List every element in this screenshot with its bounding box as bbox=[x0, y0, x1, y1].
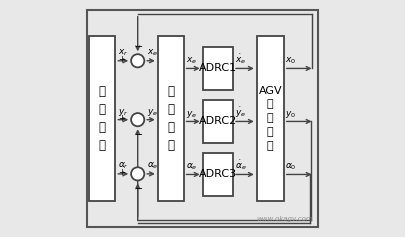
Text: +: + bbox=[118, 55, 125, 64]
Text: −: − bbox=[135, 42, 143, 52]
Text: $x_0$: $x_0$ bbox=[285, 55, 296, 66]
Text: $\alpha_e$: $\alpha_e$ bbox=[186, 162, 198, 172]
Text: $y_r$: $y_r$ bbox=[118, 107, 128, 118]
Text: $\alpha_r$: $\alpha_r$ bbox=[118, 161, 128, 172]
Text: +: + bbox=[118, 168, 125, 177]
Text: ADRC2: ADRC2 bbox=[199, 116, 237, 127]
Text: $\dot{y}_e$: $\dot{y}_e$ bbox=[235, 105, 246, 119]
Bar bbox=[90, 36, 115, 201]
Circle shape bbox=[131, 167, 144, 180]
Text: 坐
标
转
换: 坐 标 转 换 bbox=[167, 85, 174, 152]
Text: $x_r$: $x_r$ bbox=[118, 48, 128, 58]
Circle shape bbox=[131, 113, 144, 126]
Text: $y_0$: $y_0$ bbox=[285, 109, 296, 119]
Text: $x_e$: $x_e$ bbox=[147, 48, 158, 58]
Bar bbox=[202, 100, 233, 143]
Text: AGV
坐
标
换
算: AGV 坐 标 换 算 bbox=[258, 86, 282, 151]
Bar bbox=[202, 47, 233, 90]
Text: −: − bbox=[135, 184, 143, 194]
Text: +: + bbox=[118, 114, 125, 123]
Text: $y_e$: $y_e$ bbox=[147, 107, 158, 118]
Text: $\alpha_e$: $\alpha_e$ bbox=[147, 161, 158, 172]
Text: 期
望
轨
迹: 期 望 轨 迹 bbox=[99, 85, 106, 152]
Text: ADRC3: ADRC3 bbox=[199, 169, 237, 179]
Text: $\alpha_0$: $\alpha_0$ bbox=[285, 162, 296, 172]
Bar bbox=[158, 36, 183, 201]
Text: $\dot{\alpha}_e$: $\dot{\alpha}_e$ bbox=[235, 159, 247, 172]
Text: www.okagv.com: www.okagv.com bbox=[257, 216, 313, 222]
Circle shape bbox=[131, 54, 144, 67]
Text: −: − bbox=[135, 130, 143, 140]
Text: $x_e$: $x_e$ bbox=[186, 55, 197, 66]
Bar bbox=[257, 36, 284, 201]
Text: $\dot{x}_e$: $\dot{x}_e$ bbox=[235, 53, 246, 66]
Bar bbox=[202, 153, 233, 196]
Text: ADRC1: ADRC1 bbox=[199, 64, 237, 73]
Text: $y_e$: $y_e$ bbox=[186, 109, 197, 119]
